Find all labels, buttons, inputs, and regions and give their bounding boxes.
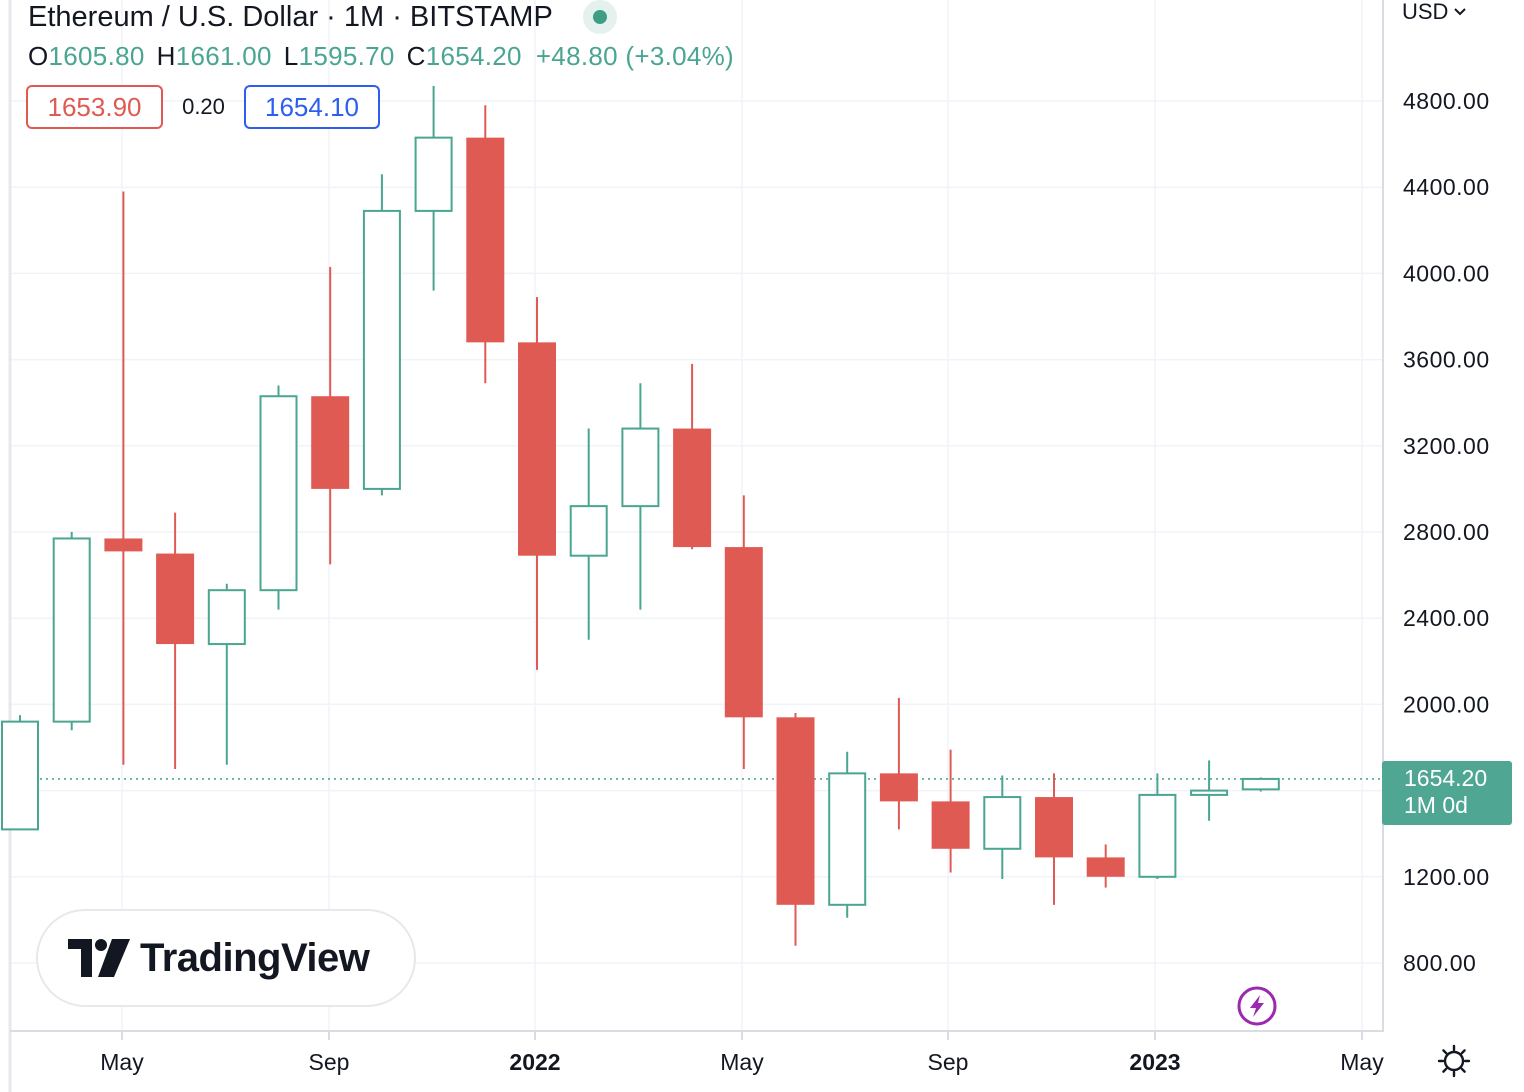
candle-2022-01[interactable] <box>518 297 556 670</box>
price-axis-label: 3600.00 <box>1403 347 1490 373</box>
candles[interactable] <box>1 85 1280 946</box>
logo-text: TradingView <box>140 935 370 980</box>
time-axis-label: May <box>100 1049 144 1075</box>
candle-2022-11[interactable] <box>1035 773 1073 905</box>
candle-2021-05[interactable] <box>104 191 143 765</box>
candle-2023-02[interactable] <box>1190 760 1229 821</box>
sell-price-button[interactable]: 1653.90 <box>26 85 163 129</box>
candle-body-down <box>466 137 505 343</box>
time-axis-label: 2023 <box>1129 1049 1180 1075</box>
candle-body-up <box>52 537 91 723</box>
high-value: 1661.00 <box>175 40 272 71</box>
tradingview-logo-icon <box>68 939 130 977</box>
bar-countdown: 1M 0d <box>1404 792 1468 818</box>
grid <box>10 0 1383 1031</box>
candle-body-up <box>1 720 39 831</box>
candle-body-up <box>259 395 298 592</box>
candle-body-down <box>724 547 763 718</box>
time-axis-label: 2022 <box>509 1049 560 1075</box>
candle-body-down <box>931 801 970 849</box>
last-price-value: 1654.20 <box>1404 765 1488 791</box>
ohlc-legend: O 1605.80 H 1661.00 L 1595.70 C 1654.20 … <box>28 40 734 72</box>
time-axis-label: Sep <box>928 1049 969 1075</box>
candle-2022-02[interactable] <box>569 428 608 640</box>
candle-2023-01[interactable] <box>1138 773 1177 879</box>
symbol-header: Ethereum / U.S. Dollar · 1M · BITSTAMP <box>28 0 617 34</box>
open-label: O <box>28 40 49 71</box>
candle-body-up <box>1241 777 1280 791</box>
candle-body-up <box>828 772 867 906</box>
price-axis-label: 2800.00 <box>1403 519 1490 545</box>
candle-body-up <box>414 136 453 212</box>
buy-price-button[interactable]: 1654.10 <box>244 85 380 129</box>
candle-body-up <box>569 505 608 557</box>
candle-2022-12[interactable] <box>1086 844 1125 888</box>
live-status-dot <box>592 10 607 24</box>
candle-2022-09[interactable] <box>931 749 970 873</box>
candle-body-down <box>776 717 815 905</box>
candle-2021-07[interactable] <box>207 583 246 765</box>
candle-2021-10[interactable] <box>362 174 401 496</box>
candle-2022-10[interactable] <box>983 775 1022 879</box>
last-price-tag: 1654.20 1M 0d <box>1382 761 1512 825</box>
candle-body-up <box>362 209 401 490</box>
symbol-title[interactable]: Ethereum / U.S. Dollar · 1M · BITSTAMP <box>28 0 553 33</box>
candle-2021-09[interactable] <box>311 266 350 565</box>
low-value: 1595.70 <box>298 40 395 71</box>
candle-2021-04[interactable] <box>52 532 91 731</box>
time-axis-label: May <box>1340 1049 1384 1075</box>
candle-body-down <box>879 773 918 802</box>
time-axis-label: May <box>720 1049 764 1075</box>
spread-value: 0.20 <box>182 94 225 119</box>
candle-2022-04[interactable] <box>673 363 712 550</box>
candle-body-down <box>311 396 350 489</box>
price-axis-label: 3200.00 <box>1403 433 1490 459</box>
close-label: C <box>406 40 426 71</box>
lightning-icon[interactable] <box>1237 986 1277 1026</box>
candle-2021-03[interactable] <box>1 715 39 831</box>
price-axis-label: 4000.00 <box>1403 260 1490 286</box>
time-axis[interactable]: May Sep 2022 May Sep 2023 May <box>100 1031 1384 1075</box>
price-axis-label: 800.00 <box>1403 950 1476 976</box>
candle-2022-07[interactable] <box>828 751 867 918</box>
price-axis-label: 4800.00 <box>1403 88 1490 114</box>
candle-body-down <box>104 538 143 552</box>
currency-label: USD <box>1402 0 1449 24</box>
gear-icon[interactable] <box>1437 1044 1471 1078</box>
live-status-indicator <box>582 0 617 34</box>
candle-2022-06[interactable] <box>776 713 815 946</box>
candle-body-up <box>1138 793 1177 878</box>
open-value: 1605.80 <box>48 40 145 71</box>
candle-2022-05[interactable] <box>724 495 763 770</box>
price-axis[interactable]: 800.00 1200.00 2000.00 2400.00 2800.00 3200.0… <box>1403 88 1490 976</box>
candle-2021-12[interactable] <box>466 105 505 384</box>
tradingview-logo-badge[interactable]: TradingView <box>36 909 416 1007</box>
candle-2022-03[interactable] <box>621 383 660 610</box>
price-axis-label: 4400.00 <box>1403 174 1490 200</box>
candle-2023-03[interactable] <box>1241 777 1280 792</box>
price-axis-label: 2400.00 <box>1403 605 1490 631</box>
currency-selector[interactable]: USD <box>1402 0 1467 24</box>
price-axis-label: 1200.00 <box>1403 864 1490 890</box>
candle-2021-11[interactable] <box>414 85 453 291</box>
candle-2021-08[interactable] <box>259 385 298 610</box>
candle-body-down <box>673 428 712 548</box>
candle-body-down <box>1035 797 1073 858</box>
high-label: H <box>156 40 176 71</box>
candle-body-down <box>518 342 556 556</box>
candle-body-down <box>1086 857 1125 877</box>
chevron-down-icon <box>1454 8 1467 16</box>
candle-body-up <box>621 427 660 508</box>
candle-body-up <box>983 796 1022 850</box>
candle-2022-08[interactable] <box>879 697 918 830</box>
candle-body-up <box>207 589 246 646</box>
close-value: 1654.20 <box>425 40 522 71</box>
change-value: +48.80 (+3.04%) <box>535 40 735 71</box>
time-axis-label: Sep <box>309 1049 350 1075</box>
price-axis-label: 2000.00 <box>1403 691 1490 717</box>
candle-body-down <box>156 553 195 645</box>
candle-body-up <box>1190 789 1229 796</box>
low-label: L <box>283 40 299 71</box>
candle-2021-06[interactable] <box>156 512 195 770</box>
